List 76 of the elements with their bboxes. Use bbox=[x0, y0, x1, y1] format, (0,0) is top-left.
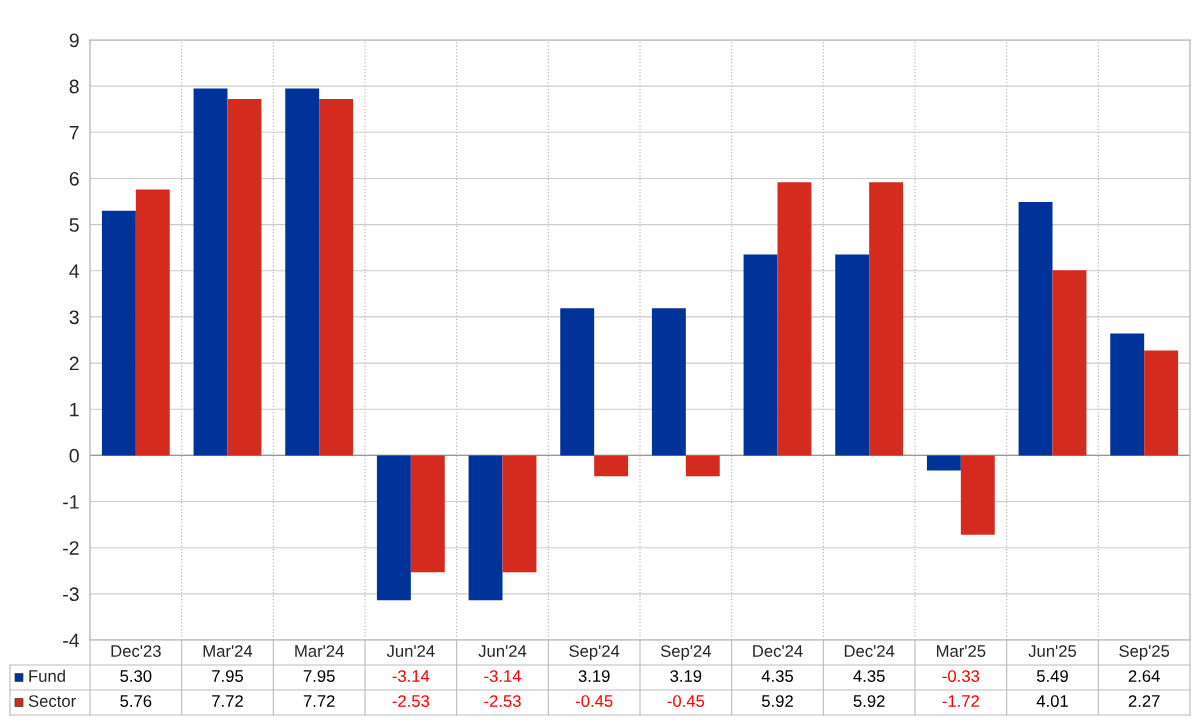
y-tick-label: 7 bbox=[69, 125, 79, 140]
bar bbox=[835, 254, 870, 456]
bar bbox=[1052, 270, 1087, 456]
legend-label: Fund bbox=[29, 669, 65, 682]
y-tick-label: -3 bbox=[63, 587, 79, 602]
y-tick-label: 6 bbox=[69, 171, 79, 186]
data-label: 3.19 bbox=[578, 670, 610, 682]
x-tick-label: Sep'24 bbox=[660, 645, 712, 661]
x-tick-label: Jun'24 bbox=[478, 645, 527, 657]
data-label: 7.95 bbox=[303, 670, 335, 682]
bar bbox=[285, 88, 320, 456]
bar bbox=[468, 455, 503, 601]
y-tick-label: 2 bbox=[69, 356, 79, 371]
y-tick-label: -4 bbox=[63, 633, 80, 648]
data-label: -0.45 bbox=[575, 695, 613, 707]
data-label: 7.95 bbox=[212, 670, 244, 682]
x-tick-label: Dec'24 bbox=[753, 645, 803, 657]
y-tick-label: 4 bbox=[69, 264, 80, 278]
bar bbox=[743, 254, 778, 456]
bar bbox=[560, 308, 595, 456]
y-tick-label: 9 bbox=[69, 33, 79, 48]
bar bbox=[651, 308, 686, 456]
x-tick-label: Sep'24 bbox=[569, 645, 620, 661]
data-label: -2.53 bbox=[392, 695, 430, 707]
bar bbox=[193, 88, 228, 456]
bar bbox=[502, 455, 537, 573]
y-tick-label: -1 bbox=[63, 495, 79, 509]
data-label: -0.45 bbox=[667, 695, 705, 707]
bar bbox=[1144, 350, 1179, 456]
data-label: 5.92 bbox=[853, 695, 885, 707]
x-tick-label: Dec'24 bbox=[844, 645, 895, 657]
data-label: -3.14 bbox=[392, 670, 430, 682]
data-label: 7.72 bbox=[212, 695, 243, 707]
data-label: -2.53 bbox=[484, 695, 521, 707]
data-label: 4.35 bbox=[761, 670, 794, 682]
data-label: 4.01 bbox=[1036, 695, 1068, 707]
data-label: 3.19 bbox=[670, 670, 702, 682]
x-tick-label: Dec'23 bbox=[111, 645, 161, 657]
bar bbox=[960, 455, 995, 535]
data-label: 2.64 bbox=[1128, 670, 1160, 682]
bar bbox=[869, 182, 904, 456]
data-label: -3.14 bbox=[484, 670, 522, 682]
x-tick-label: Mar'24 bbox=[295, 645, 344, 657]
y-tick-label: 3 bbox=[69, 310, 79, 325]
y-tick-label: 1 bbox=[70, 402, 79, 417]
data-label: 5.76 bbox=[120, 695, 152, 707]
bar bbox=[227, 99, 262, 456]
data-label: 2.27 bbox=[1128, 695, 1160, 707]
bar bbox=[594, 455, 629, 477]
data-label: 5.92 bbox=[761, 695, 793, 707]
bar bbox=[1110, 333, 1145, 456]
x-tick-label: Sep'25 bbox=[1119, 645, 1170, 661]
bar bbox=[376, 455, 411, 601]
data-label: 7.72 bbox=[303, 695, 335, 707]
x-tick-label: Mar'25 bbox=[936, 645, 986, 657]
x-tick-label: Jun'24 bbox=[386, 645, 435, 657]
data-label: -0.33 bbox=[942, 670, 980, 682]
y-tick-label: 0 bbox=[69, 448, 79, 463]
y-tick-label: -2 bbox=[63, 541, 79, 555]
data-label: 5.49 bbox=[1036, 670, 1068, 682]
y-tick-label: 8 bbox=[69, 79, 79, 94]
x-tick-label: Mar'24 bbox=[203, 645, 253, 657]
bar bbox=[101, 210, 136, 456]
data-label: -1.72 bbox=[942, 695, 979, 707]
bar bbox=[135, 189, 170, 456]
bar bbox=[1018, 202, 1053, 456]
x-tick-label: Jun'25 bbox=[1028, 645, 1077, 657]
bar bbox=[926, 455, 961, 471]
data-label: 4.35 bbox=[853, 670, 885, 682]
bar bbox=[319, 99, 354, 456]
data-label: 5.30 bbox=[120, 670, 152, 682]
bar bbox=[410, 455, 445, 573]
bar bbox=[777, 182, 812, 456]
y-tick-label: 5 bbox=[69, 218, 79, 232]
legend-label: Sector bbox=[28, 695, 76, 707]
bar bbox=[685, 455, 720, 477]
